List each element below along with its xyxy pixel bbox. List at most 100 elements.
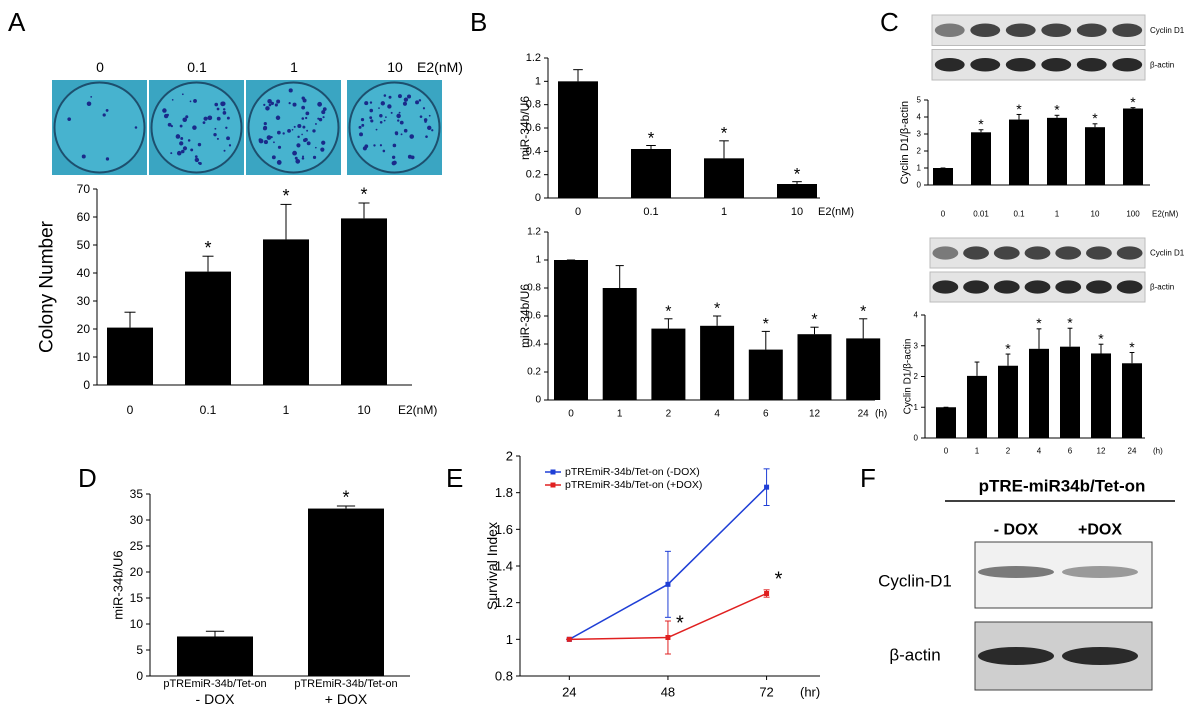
blot-strip <box>931 14 1146 46</box>
colony <box>321 140 326 145</box>
blot-band <box>993 246 1020 260</box>
colony <box>185 115 189 119</box>
colony <box>193 99 197 103</box>
bar <box>1091 353 1111 438</box>
colony <box>378 107 380 109</box>
plate-unit: E2(nM) <box>417 59 463 75</box>
blot-band <box>932 246 959 260</box>
y-tick-label: 0 <box>535 192 541 204</box>
colony <box>302 155 305 158</box>
significance-mark: * <box>1016 101 1022 117</box>
error-bar <box>573 69 583 82</box>
x-tick-label: 0.1 <box>200 403 217 417</box>
colony <box>373 144 376 147</box>
colony <box>403 97 409 102</box>
y-tick-label: 0 <box>914 434 919 443</box>
blot-band <box>1062 566 1138 578</box>
blot-band <box>1041 58 1072 72</box>
y-tick-label: 4 <box>917 113 922 122</box>
x-tick-label: 0.1 <box>643 206 658 218</box>
panel-letter: C <box>880 7 899 37</box>
colony <box>400 133 403 136</box>
x-unit-label: (h) <box>1153 447 1163 456</box>
y-axis-label: miR-34b/U6 <box>111 550 126 619</box>
error-bar <box>124 311 136 328</box>
significance-mark: * <box>282 186 289 206</box>
colony <box>291 128 294 131</box>
significance-mark: * <box>1129 339 1135 355</box>
colony <box>292 150 297 156</box>
bar <box>1009 119 1029 185</box>
legend-marker <box>550 482 556 488</box>
x-tick-label: 2 <box>1006 447 1011 456</box>
colony <box>317 101 323 107</box>
significance-mark: * <box>1098 331 1104 347</box>
colony <box>382 149 386 153</box>
error-bar <box>664 318 673 329</box>
colony <box>81 154 86 159</box>
y-tick-label: 2 <box>506 449 513 464</box>
bar <box>177 636 253 676</box>
colony <box>189 100 192 103</box>
error-bar <box>974 361 980 376</box>
bar <box>651 328 686 400</box>
colony <box>180 149 185 154</box>
colony <box>134 126 138 129</box>
y-tick-label: 2 <box>917 147 922 156</box>
colony <box>258 138 262 142</box>
colony <box>361 123 365 127</box>
colony <box>288 101 291 105</box>
colony <box>379 120 383 124</box>
bar <box>341 218 387 385</box>
significance-mark: * <box>794 164 801 183</box>
colony <box>383 119 386 122</box>
colony <box>431 129 434 132</box>
error-bar <box>1130 107 1136 109</box>
y-tick-label: 1.2 <box>526 52 541 64</box>
legend-marker <box>550 469 556 475</box>
x-tick-label: 72 <box>759 685 773 700</box>
x-tick-label: 48 <box>661 685 675 700</box>
y-tick-label: 0.4 <box>526 145 541 157</box>
error-bar <box>646 145 656 149</box>
colony <box>167 122 172 127</box>
colony <box>312 129 316 133</box>
blot-band <box>1086 246 1112 260</box>
x-tick-label: 4 <box>714 409 720 420</box>
y-tick-label: 0.4 <box>527 339 541 350</box>
y-tick-label: 10 <box>130 617 144 631</box>
blot-band <box>1024 246 1051 260</box>
colony <box>266 135 272 140</box>
colony <box>305 111 310 116</box>
colony <box>182 117 188 123</box>
blot-band <box>1005 23 1036 37</box>
colony <box>383 94 387 97</box>
blot-band <box>1112 23 1143 37</box>
colony <box>312 155 317 160</box>
y-tick-label: 1.8 <box>495 485 513 500</box>
colony <box>427 125 432 131</box>
significance-mark: * <box>978 116 984 132</box>
y-tick-label: 1 <box>917 164 922 173</box>
colony <box>422 107 426 110</box>
colony <box>270 101 274 106</box>
colony <box>358 125 362 129</box>
bar <box>936 407 956 438</box>
colony <box>362 146 367 151</box>
blot-band <box>993 280 1020 294</box>
x-tick-label: 1 <box>1055 210 1060 219</box>
colony <box>379 144 383 147</box>
bar <box>846 338 881 400</box>
y-tick-label: 50 <box>77 238 91 252</box>
significance-mark: * <box>811 312 817 329</box>
y-tick-label: 3 <box>917 130 922 139</box>
y-tick-label: 0 <box>83 378 90 392</box>
bar <box>1029 348 1049 438</box>
significance-mark: * <box>676 613 684 635</box>
blot-band <box>1076 58 1107 72</box>
colony <box>216 137 219 140</box>
bar <box>554 260 588 400</box>
error-bar <box>205 630 225 637</box>
blot-row-label: Cyclin D1 <box>1150 26 1185 35</box>
significance-mark: * <box>1067 315 1073 331</box>
